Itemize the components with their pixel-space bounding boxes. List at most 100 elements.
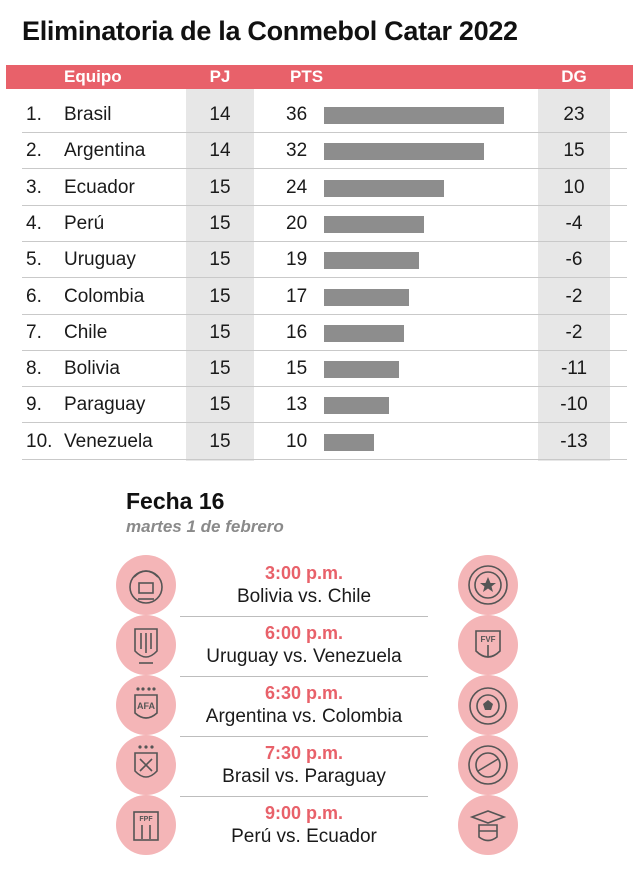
svg-text:FPF: FPF — [139, 816, 153, 823]
row-pts: 13 — [286, 394, 308, 416]
match-teams: Bolivia vs. Chile — [236, 586, 372, 607]
header-dg: DG — [561, 67, 587, 86]
colombia-crest-icon — [458, 675, 518, 735]
row-dg: 10 — [563, 176, 585, 198]
match-divider — [180, 736, 428, 737]
table-row: 1. Brasil 14 36 23 — [22, 96, 627, 133]
row-pj: 15 — [209, 394, 231, 416]
row-pj: 15 — [209, 285, 231, 307]
match-teams: Argentina vs. Colombia — [205, 706, 403, 727]
table-row: 2. Argentina 14 32 15 — [22, 132, 627, 170]
row-rank: 3. — [26, 176, 42, 198]
table-header: Equipo PJ PTS DG — [6, 65, 633, 89]
points-bar — [324, 433, 374, 451]
points-bar — [324, 324, 404, 342]
points-bar — [324, 288, 409, 306]
row-team: Ecuador — [64, 176, 135, 198]
row-dg: -2 — [565, 321, 583, 343]
row-pj: 14 — [209, 104, 231, 125]
table-row: 10. Venezuela 15 10 -13 — [22, 423, 627, 460]
pj-column-stripe — [186, 89, 254, 461]
match-teams: Uruguay vs. Venezuela — [206, 646, 402, 667]
match-time: 9:00 p.m. — [264, 803, 344, 823]
row-pj: 14 — [209, 140, 231, 162]
table-row: 7. Chile 15 16 -2 — [22, 314, 627, 351]
row-team: Colombia — [64, 285, 145, 307]
row-team: Paraguay — [64, 394, 146, 416]
dg-column-stripe — [538, 89, 610, 461]
table-row: 5. Uruguay 15 19 -6 — [22, 241, 627, 279]
row-pj: 15 — [209, 176, 231, 198]
venezuela-crest-icon: FVF — [458, 615, 518, 675]
row-rank: 5. — [26, 249, 42, 271]
match-teams: Perú vs. Ecuador — [231, 826, 377, 847]
peru-crest-icon: FPF — [116, 795, 176, 855]
row-dg: -6 — [565, 249, 583, 271]
row-team: Argentina — [64, 140, 146, 162]
row-pts: 19 — [286, 249, 308, 271]
match-row: AFA 6:30 p.m. Argentina vs. Colombia — [114, 675, 522, 738]
row-dg: 23 — [563, 104, 585, 125]
bolivia-crest-icon — [116, 555, 176, 615]
match-time: 6:00 p.m. — [264, 623, 344, 643]
row-pts: 17 — [286, 285, 308, 307]
match-divider — [180, 676, 428, 677]
match-divider — [180, 616, 428, 617]
header-pts: PTS — [290, 67, 324, 86]
row-pj: 15 — [209, 321, 231, 343]
page-title: Eliminatoria de la Conmebol Catar 2022 — [22, 16, 518, 46]
row-pts: 15 — [286, 358, 308, 380]
row-dg: -13 — [560, 430, 588, 452]
match-teams: Brasil vs. Paraguay — [222, 766, 386, 787]
row-dg: -2 — [565, 285, 583, 307]
match-time: 3:00 p.m. — [264, 563, 344, 583]
row-team: Perú — [64, 212, 105, 234]
paraguay-crest-icon — [458, 735, 518, 795]
match-time: 7:30 p.m. — [264, 743, 344, 763]
uruguay-crest-icon — [116, 615, 176, 675]
match-row: 3:00 p.m. Bolivia vs. Chile — [114, 555, 522, 618]
table-row: 9. Paraguay 15 13 -10 — [22, 386, 627, 424]
row-team: Chile — [64, 321, 108, 343]
row-team: Brasil — [64, 104, 112, 125]
svg-text:AFA: AFA — [137, 701, 156, 711]
table-row: 6. Colombia 15 17 -2 — [22, 278, 627, 315]
points-bar — [324, 179, 444, 197]
match-row: FPF 9:00 p.m. Perú vs. Ecuador — [114, 795, 522, 858]
table-row: 4. Perú 15 20 -4 — [22, 205, 627, 242]
row-pj: 15 — [209, 249, 231, 271]
match-divider — [180, 796, 428, 797]
ecuador-crest-icon — [458, 795, 518, 855]
row-rank: 7. — [26, 321, 42, 343]
row-rank: 6. — [26, 285, 42, 307]
row-pts: 10 — [286, 430, 308, 452]
row-pts: 20 — [286, 212, 308, 234]
row-rank: 2. — [26, 140, 42, 162]
row-dg: -11 — [560, 358, 588, 380]
row-pj: 15 — [209, 212, 231, 234]
row-pts: 36 — [286, 104, 308, 125]
points-bar — [324, 143, 484, 161]
row-rank: 8. — [26, 358, 42, 380]
svg-text:FVF: FVF — [480, 635, 495, 644]
points-bar — [324, 361, 399, 379]
points-bar — [324, 252, 419, 270]
row-team: Uruguay — [64, 249, 136, 271]
row-pts: 24 — [286, 176, 308, 198]
points-bar — [324, 107, 504, 124]
points-bar — [324, 215, 424, 233]
row-rank: 4. — [26, 212, 42, 234]
table-row: 3. Ecuador 15 24 10 — [22, 169, 627, 206]
row-team: Bolivia — [64, 358, 120, 380]
row-team: Venezuela — [64, 430, 153, 452]
row-rank: 1. — [26, 104, 42, 125]
match-row: 7:30 p.m. Brasil vs. Paraguay — [114, 735, 522, 798]
table-row: 8. Bolivia 15 15 -11 — [22, 350, 627, 388]
row-dg: 15 — [563, 140, 585, 162]
row-rank: 9. — [26, 394, 42, 416]
fecha-date: martes 1 de febrero — [126, 517, 284, 536]
row-pj: 15 — [209, 430, 231, 452]
match-time: 6:30 p.m. — [264, 683, 344, 703]
match-row: FVF 6:00 p.m. Uruguay vs. Venezuela — [114, 615, 522, 678]
row-pts: 32 — [286, 140, 308, 162]
